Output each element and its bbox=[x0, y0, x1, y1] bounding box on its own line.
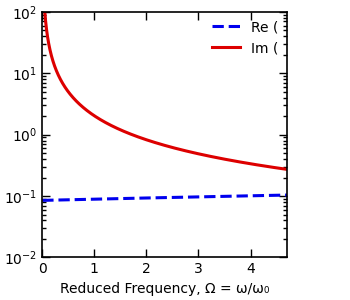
X-axis label: Reduced Frequency, Ω = ω/ω₀: Reduced Frequency, Ω = ω/ω₀ bbox=[60, 282, 269, 296]
Re ( bbox=[280, 194, 284, 197]
Im ( bbox=[145, 138, 149, 142]
Line: Im (: Im ( bbox=[42, 0, 287, 169]
Im ( bbox=[134, 134, 138, 138]
Re ( bbox=[40, 199, 44, 202]
Legend: Re (, Im (: Re (, Im ( bbox=[207, 15, 284, 61]
Im ( bbox=[254, 163, 258, 166]
Re ( bbox=[145, 196, 149, 200]
Re ( bbox=[83, 198, 87, 201]
Im ( bbox=[280, 167, 284, 170]
Im ( bbox=[68, 92, 72, 96]
Line: Re (: Re ( bbox=[42, 195, 287, 200]
Re ( bbox=[68, 198, 72, 202]
Re ( bbox=[254, 194, 258, 197]
Re ( bbox=[285, 193, 289, 197]
Im ( bbox=[285, 168, 289, 171]
Re ( bbox=[134, 196, 138, 200]
Im ( bbox=[83, 107, 87, 110]
